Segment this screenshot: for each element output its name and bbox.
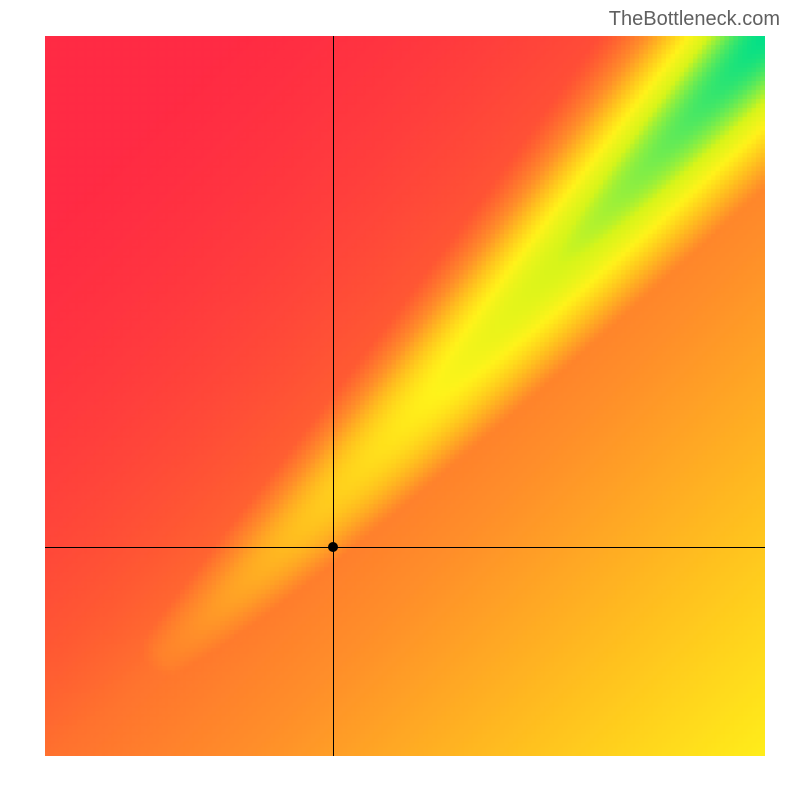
crosshair-vertical xyxy=(333,36,334,756)
watermark-text: TheBottleneck.com xyxy=(609,8,780,31)
crosshair-marker xyxy=(328,542,338,552)
crosshair-horizontal xyxy=(45,547,765,548)
bottleneck-heatmap xyxy=(45,36,765,756)
heatmap-canvas xyxy=(45,36,765,756)
